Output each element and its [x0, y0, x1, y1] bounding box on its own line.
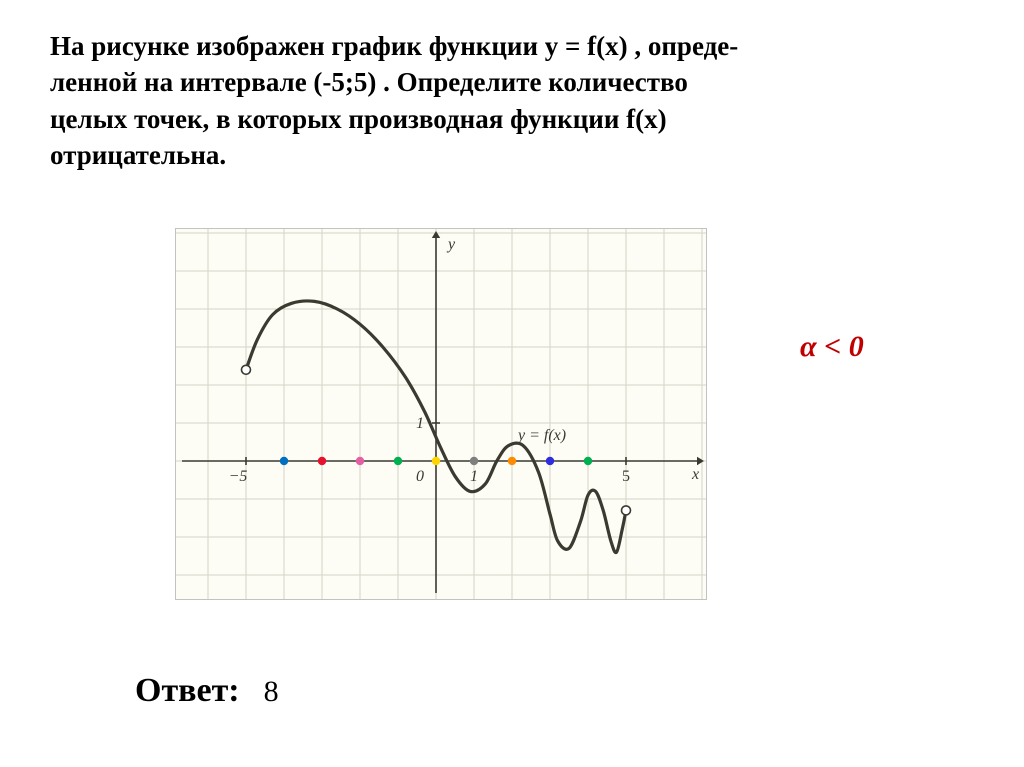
svg-text:0: 0: [416, 468, 424, 485]
problem-line-2: ленной на интервале (-5;5) . Определите …: [50, 67, 688, 97]
problem-line-1: На рисунке изображен график функции y = …: [50, 31, 738, 61]
problem-text: На рисунке изображен график функции y = …: [50, 28, 974, 174]
function-chart: y x −5 5 1 1 0 y = f(x): [175, 228, 707, 600]
alpha-annotation: α < 0: [800, 330, 864, 364]
answer-row: Ответ: 8: [135, 672, 279, 710]
svg-text:x: x: [691, 466, 699, 483]
svg-text:y = f(x): y = f(x): [516, 427, 566, 444]
svg-text:1: 1: [470, 468, 478, 485]
chart-svg: y x −5 5 1 1 0 y = f(x): [176, 229, 706, 599]
svg-text:−5: −5: [229, 468, 248, 485]
problem-line-4: отрицательна.: [50, 140, 226, 170]
problem-line-3: целых точек, в которых производная функц…: [50, 104, 667, 134]
svg-text:5: 5: [622, 468, 630, 485]
page-root: На рисунке изображен график функции y = …: [0, 0, 1024, 767]
svg-text:1: 1: [416, 415, 424, 432]
svg-text:y: y: [446, 236, 456, 253]
answer-value: 8: [264, 675, 279, 709]
answer-label: Ответ:: [135, 672, 240, 710]
